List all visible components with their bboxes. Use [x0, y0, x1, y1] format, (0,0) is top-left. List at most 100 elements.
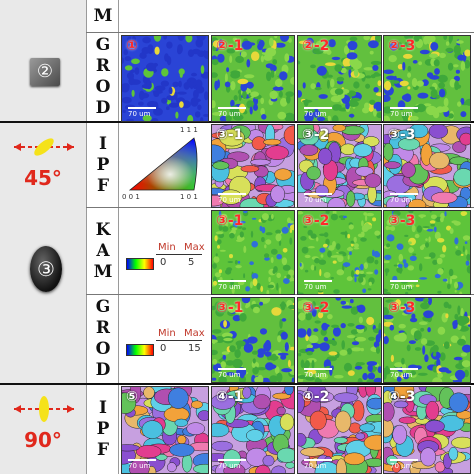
grain [166, 41, 173, 49]
grain [424, 81, 428, 86]
grain [428, 125, 448, 139]
grain [239, 231, 244, 238]
grain [251, 217, 257, 220]
panel-id-label: ③-3 [388, 300, 416, 316]
grain [434, 273, 441, 279]
grain [241, 40, 253, 50]
grain [398, 416, 417, 424]
grain [249, 281, 253, 289]
grain [429, 220, 436, 224]
grain [437, 373, 443, 378]
grain [316, 40, 325, 47]
grain [279, 287, 282, 294]
grain [408, 211, 414, 214]
grain [314, 257, 320, 264]
grain [277, 352, 289, 356]
grain [281, 318, 287, 322]
grain [154, 85, 166, 92]
grain [439, 52, 446, 59]
grain [384, 80, 392, 91]
grain [405, 218, 414, 227]
grain [298, 375, 308, 379]
panel-id-label: ②-3 [388, 38, 416, 54]
grain [306, 328, 312, 337]
grain [420, 447, 437, 467]
scale-bar: 70 um [304, 193, 332, 204]
grain [226, 67, 230, 73]
grain [327, 115, 331, 121]
grain [413, 330, 422, 340]
grain [455, 245, 458, 249]
kam-max-value: 5 [188, 257, 195, 268]
grain [280, 331, 288, 340]
grain [396, 42, 403, 51]
grain [219, 115, 227, 121]
grain [443, 301, 449, 308]
grain [242, 90, 247, 100]
grain [384, 292, 391, 294]
grain [434, 231, 441, 240]
scale-bar-text: 70 um [128, 462, 151, 470]
grain [134, 67, 140, 75]
grain [298, 312, 306, 321]
grain [413, 36, 420, 42]
grain [306, 387, 327, 403]
grain [197, 104, 202, 111]
scale-bar: 70 um [128, 459, 156, 470]
grain [212, 112, 223, 116]
grain [226, 48, 236, 54]
row-label-letter: I [99, 133, 107, 154]
angle-45-label: 45° [24, 166, 62, 190]
grain [384, 336, 389, 345]
grain [368, 281, 372, 286]
grain [466, 254, 470, 261]
grain [331, 340, 337, 346]
grain [434, 68, 440, 75]
grain [437, 74, 448, 83]
grain [460, 211, 468, 216]
grain [299, 144, 319, 156]
grain [401, 112, 409, 120]
scale-bar: 70 um [390, 193, 418, 204]
grain [232, 358, 243, 369]
grain [320, 212, 328, 218]
grain [193, 89, 199, 99]
grain [464, 59, 470, 69]
grain [308, 303, 313, 313]
grain [260, 107, 265, 116]
scale-bar: 70 um [304, 459, 332, 470]
grain [281, 368, 292, 373]
grain [261, 114, 267, 120]
grain [414, 233, 420, 239]
panel-id-label: ③-1 [216, 213, 244, 229]
grain [376, 112, 381, 119]
scale-bar-line [390, 459, 418, 461]
grain [251, 273, 259, 280]
grain [373, 341, 380, 348]
grain [366, 361, 378, 366]
grain [438, 367, 449, 373]
grain [126, 72, 134, 79]
grain [247, 336, 258, 344]
grain [229, 254, 233, 259]
row-label-letter: G [95, 35, 111, 55]
grain [449, 277, 452, 285]
grain [346, 335, 356, 339]
grain [250, 230, 254, 238]
grain [340, 323, 346, 329]
grain [384, 161, 401, 169]
grain [399, 80, 409, 87]
grain [167, 387, 189, 409]
grain [377, 366, 381, 374]
grain [233, 95, 238, 101]
grain [432, 344, 439, 353]
grain [264, 351, 272, 357]
grain [465, 260, 470, 266]
scale-bar-line [128, 459, 156, 461]
grain [330, 213, 338, 221]
grain [442, 278, 448, 282]
grain [377, 80, 381, 87]
grain [288, 269, 294, 277]
row-label-letter: R [95, 317, 111, 338]
grain [420, 338, 428, 345]
